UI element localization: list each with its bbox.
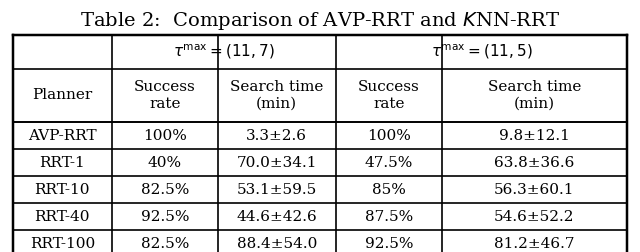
Text: 82.5%: 82.5% — [141, 183, 189, 197]
Text: 92.5%: 92.5% — [365, 237, 413, 251]
Text: RRT-40: RRT-40 — [35, 210, 90, 224]
Text: RRT-1: RRT-1 — [40, 156, 85, 170]
Text: 53.1±59.5: 53.1±59.5 — [237, 183, 317, 197]
Text: $\tau^{\mathrm{max}} = (11, 5)$: $\tau^{\mathrm{max}} = (11, 5)$ — [431, 43, 532, 61]
Text: 100%: 100% — [143, 129, 187, 143]
Text: RRT-100: RRT-100 — [30, 237, 95, 251]
Text: 82.5%: 82.5% — [141, 237, 189, 251]
Text: 56.3±60.1: 56.3±60.1 — [494, 183, 575, 197]
Text: 44.6±42.6: 44.6±42.6 — [236, 210, 317, 224]
Text: Search time
(min): Search time (min) — [230, 80, 323, 111]
Text: 3.3±2.6: 3.3±2.6 — [246, 129, 307, 143]
Text: 63.8±36.6: 63.8±36.6 — [494, 156, 575, 170]
Text: 9.8±12.1: 9.8±12.1 — [499, 129, 570, 143]
Text: Planner: Planner — [32, 88, 93, 103]
Text: 85%: 85% — [372, 183, 406, 197]
Text: RRT-10: RRT-10 — [35, 183, 90, 197]
Text: $\tau^{\mathrm{max}} = (11, 7)$: $\tau^{\mathrm{max}} = (11, 7)$ — [173, 43, 275, 61]
Text: 88.4±54.0: 88.4±54.0 — [237, 237, 317, 251]
Text: AVP-RRT: AVP-RRT — [28, 129, 97, 143]
Text: 47.5%: 47.5% — [365, 156, 413, 170]
Text: 92.5%: 92.5% — [141, 210, 189, 224]
Text: Success
rate: Success rate — [358, 80, 420, 111]
Text: Search time
(min): Search time (min) — [488, 80, 581, 111]
Text: 81.2±46.7: 81.2±46.7 — [494, 237, 575, 251]
Text: Table 2:  Comparison of AVP-RRT and $\mathit{K}$NN-RRT: Table 2: Comparison of AVP-RRT and $\mat… — [80, 10, 560, 32]
Text: 100%: 100% — [367, 129, 411, 143]
Text: Success
rate: Success rate — [134, 80, 196, 111]
Text: 54.6±52.2: 54.6±52.2 — [494, 210, 575, 224]
Text: 40%: 40% — [148, 156, 182, 170]
Text: 70.0±34.1: 70.0±34.1 — [237, 156, 317, 170]
Text: 87.5%: 87.5% — [365, 210, 413, 224]
